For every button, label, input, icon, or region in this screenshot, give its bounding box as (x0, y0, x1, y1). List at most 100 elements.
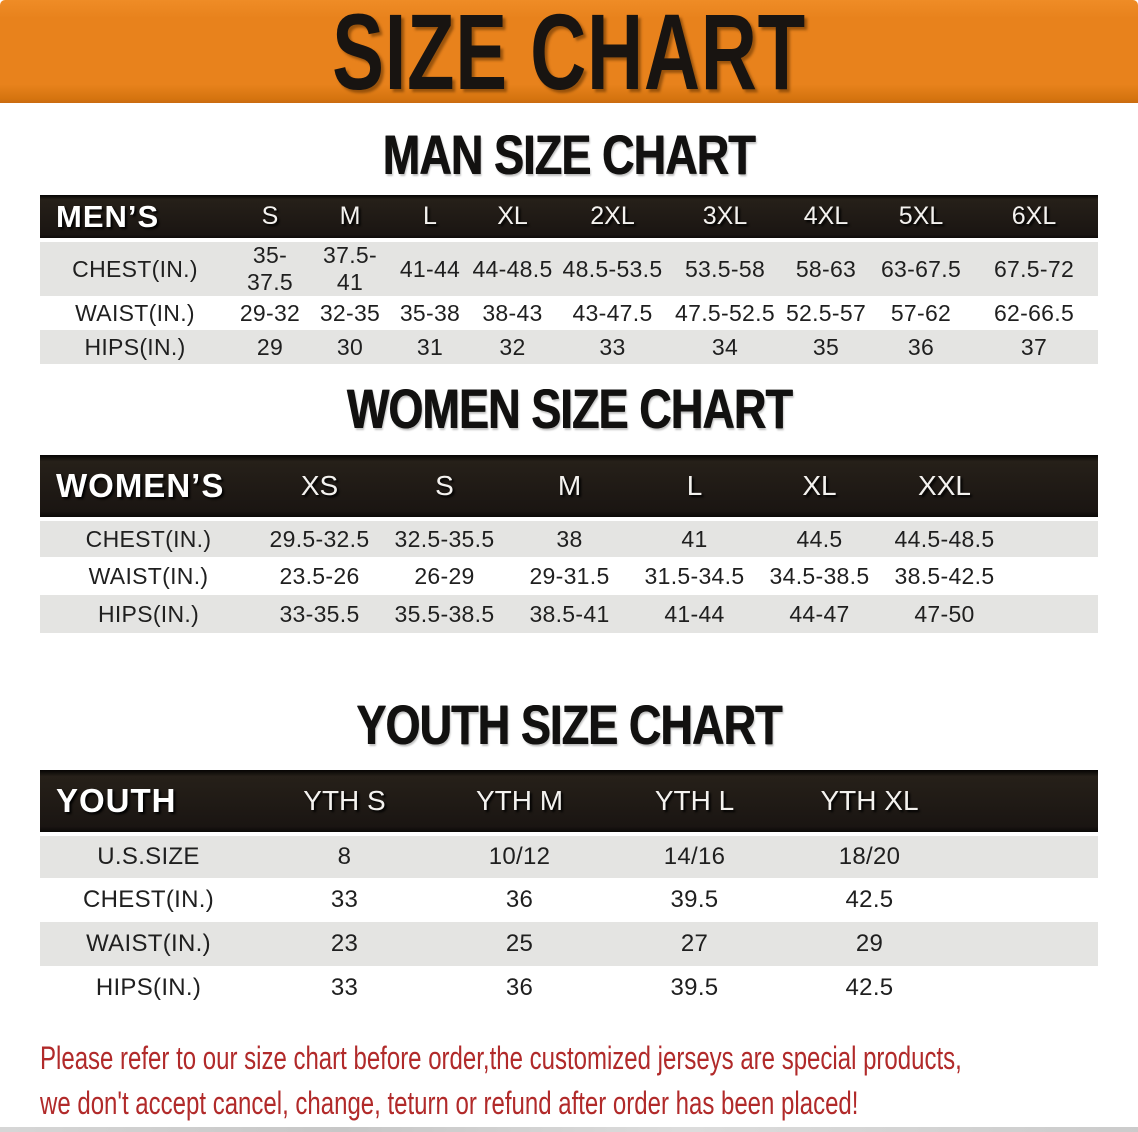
size-cell: 38.5-41 (529, 600, 610, 627)
size-cell: 44-47 (789, 600, 850, 627)
size-cell: 36 (907, 333, 935, 360)
youth-size-table: YOUTH YTH S YTH M YTH L YTH XL U.S.SIZE … (40, 770, 1098, 1010)
disclaimer-line-1: Please refer to our size chart before or… (40, 1040, 962, 1076)
size-column-header: S (435, 470, 454, 501)
size-cell: 33-35.5 (279, 600, 360, 627)
size-cell: 42.5 (845, 886, 894, 913)
size-cell: 58-63 (795, 255, 857, 282)
banner-title: SIZE CHART (332, 0, 806, 112)
row-label: CHEST(IN.) (85, 525, 212, 552)
disclaimer-line-2: we don't accept cancel, change, teturn o… (40, 1085, 859, 1121)
row-label: WAIST(IN.) (88, 562, 209, 589)
women-chest-row: CHEST(IN.) 29.5-32.5 32.5-35.5 38 41 44.… (40, 519, 1098, 557)
size-column-header: 5XL (898, 202, 944, 230)
size-cell: 41-44 (664, 600, 725, 627)
men-chest-row: CHEST(IN.) 35-37.5 37.5-41 41-44 44-48.5… (40, 240, 1098, 296)
size-cell: 38-43 (482, 299, 543, 326)
man-size-chart-title: MAN SIZE CHART (0, 122, 1138, 187)
size-cell: 32 (499, 333, 526, 360)
women-size-chart-title-text: WOMEN SIZE CHART (346, 377, 792, 440)
size-cell: 29-32 (239, 299, 301, 326)
size-column-header: YTH M (475, 785, 564, 816)
men-header-row: MEN’S S M L XL 2XL 3XL 4XL 5XL 6XL (40, 195, 1098, 240)
row-label: CHEST(IN.) (72, 255, 198, 282)
size-cell: 52.5-57 (785, 299, 867, 326)
size-cell: 62-66.5 (993, 299, 1075, 326)
size-cell: 18/20 (838, 843, 901, 870)
size-column-header: XL (802, 470, 837, 501)
size-cell: 39.5 (670, 886, 719, 913)
size-cell: 14/16 (663, 843, 726, 870)
women-table-corner-label: WOMEN’S (56, 467, 225, 504)
size-column-header: 3XL (702, 202, 748, 230)
size-cell: 31.5-34.5 (644, 562, 745, 589)
size-cell: 47.5-52.5 (675, 299, 775, 326)
cell-filler (1007, 595, 1098, 633)
size-column-header: S (261, 202, 279, 230)
size-cell: 41 (681, 525, 708, 552)
size-column-header: L (423, 202, 437, 230)
man-size-chart-title-text: MAN SIZE CHART (382, 123, 756, 186)
size-column-header: YTH S (303, 785, 386, 816)
size-cell: 39.5 (670, 974, 719, 1001)
size-cell: 48.5-53.5 (562, 255, 663, 282)
size-cell: 34 (711, 333, 739, 360)
size-column-header: XL (497, 202, 528, 230)
size-cell: 47-50 (914, 600, 975, 627)
size-cell: 29 (855, 930, 884, 957)
size-cell: 33 (599, 333, 626, 360)
size-column-header: M (339, 202, 361, 230)
size-column-header: L (686, 470, 703, 501)
cell-filler (957, 878, 1098, 922)
row-label: HIPS(IN.) (95, 974, 202, 1001)
size-cell: 30 (336, 333, 364, 360)
cell-filler (1007, 519, 1098, 557)
youth-ussize-row: U.S.SIZE 8 10/12 14/16 18/20 (40, 834, 1098, 878)
men-size-table: MEN’S S M L XL 2XL 3XL 4XL 5XL 6XL CHEST… (40, 195, 1098, 364)
size-cell: 44.5 (796, 525, 843, 552)
row-label: WAIST(IN.) (75, 299, 195, 326)
size-cell: 38 (556, 525, 583, 552)
bottom-scan-artifact (0, 1127, 1138, 1132)
row-label: HIPS(IN.) (97, 600, 200, 627)
size-cell: 10/12 (488, 843, 551, 870)
size-cell: 37 (1020, 333, 1048, 360)
size-cell: 29 (256, 333, 284, 360)
size-cell: 35 (812, 333, 840, 360)
size-column-header: 2XL (590, 202, 635, 230)
size-column-header: YTH L (654, 785, 735, 816)
women-size-table: WOMEN’S XS S M L XL XXL CHEST(IN.) 29.5-… (40, 455, 1098, 633)
size-cell: 8 (337, 843, 352, 870)
youth-header-row: YOUTH YTH S YTH M YTH L YTH XL (40, 770, 1098, 834)
men-waist-row: WAIST(IN.) 29-32 32-35 35-38 38-43 43-47… (40, 296, 1098, 330)
size-cell: 41-44 (399, 255, 461, 282)
size-cell: 27 (680, 930, 709, 957)
size-cell: 32-35 (319, 299, 381, 326)
size-cell: 23.5-26 (279, 562, 360, 589)
size-column-header: 6XL (1011, 202, 1057, 230)
size-cell: 53.5-58 (684, 255, 766, 282)
row-label: HIPS(IN.) (84, 333, 186, 360)
size-column-header: YTH XL (820, 785, 919, 816)
cell-filler (1007, 557, 1098, 595)
youth-chest-row: CHEST(IN.) 33 36 39.5 42.5 (40, 878, 1098, 922)
men-table-corner-label: MEN’S (56, 198, 160, 234)
size-cell: 33 (330, 886, 359, 913)
youth-hips-row: HIPS(IN.) 33 36 39.5 42.5 (40, 966, 1098, 1010)
women-waist-row: WAIST(IN.) 23.5-26 26-29 29-31.5 31.5-34… (40, 557, 1098, 595)
size-cell: 35-38 (399, 299, 461, 326)
size-cell: 34.5-38.5 (769, 562, 870, 589)
size-cell: 42.5 (845, 974, 894, 1001)
row-label: WAIST(IN.) (86, 930, 211, 957)
youth-size-chart-title-text: YOUTH SIZE CHART (356, 693, 782, 756)
size-column-header: M (557, 470, 582, 501)
women-header-row: WOMEN’S XS S M L XL XXL (40, 455, 1098, 519)
size-cell: 32.5-35.5 (394, 525, 495, 552)
men-hips-row: HIPS(IN.) 29 30 31 32 33 34 35 36 37 (40, 330, 1098, 364)
size-cell: 35-37.5 (247, 242, 293, 295)
size-cell: 67.5-72 (993, 255, 1075, 282)
row-label: CHEST(IN.) (83, 886, 214, 913)
size-cell: 29.5-32.5 (269, 525, 370, 552)
disclaimer-text: Please refer to our size chart before or… (40, 1036, 1130, 1126)
size-column-header: 4XL (803, 202, 849, 230)
